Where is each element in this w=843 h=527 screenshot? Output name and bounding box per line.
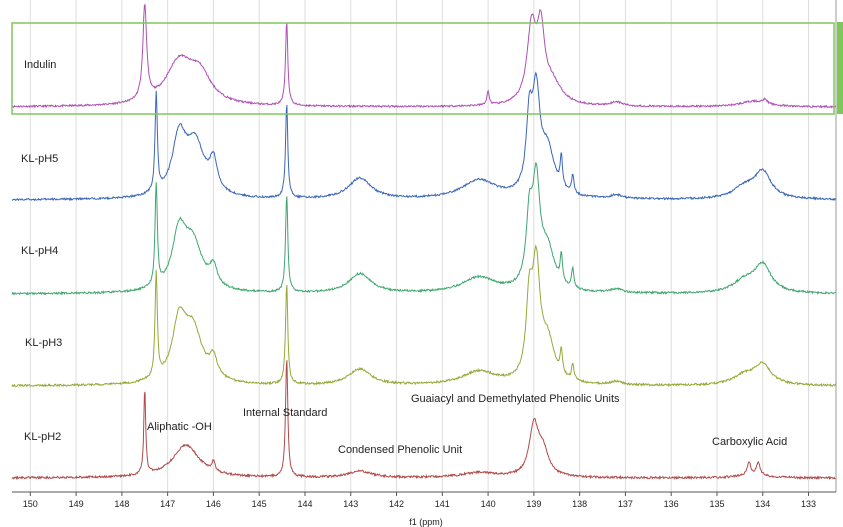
annotation-2: Guaiacyl and Demethylated Phenolic Units: [411, 393, 620, 405]
x-tick-label-15: 135: [709, 499, 724, 509]
series-label-kl-ph5: KL-pH5: [21, 153, 58, 165]
spectrum-line-indulin: [11, 3, 837, 109]
x-tick-label-4: 146: [206, 499, 221, 509]
grid-lines: [29, 0, 810, 492]
annotation-4: Carboxylic Acid: [712, 436, 787, 448]
series-label-kl-ph4: KL-pH4: [21, 245, 58, 257]
annotation-0: Aliphatic -OH: [147, 421, 212, 433]
x-tick-label-1: 149: [69, 499, 84, 509]
spectrum-line-kl-ph5: [11, 71, 837, 202]
x-tick-label-14: 136: [664, 499, 679, 509]
x-tick-label-16: 134: [755, 499, 770, 509]
annotation-labels: Aliphatic -OH Internal Standard Guaiacyl a…: [147, 393, 787, 456]
x-tick-label-13: 137: [618, 499, 633, 509]
x-tick-label-8: 142: [389, 499, 404, 509]
x-tick-label-17: 133: [801, 499, 816, 509]
spectrum-line-kl-ph3: [11, 244, 837, 388]
x-tick-label-2: 148: [114, 499, 129, 509]
x-tick-label-5: 145: [252, 499, 267, 509]
spectrum-line-kl-ph2: [11, 360, 837, 481]
x-tick-label-7: 143: [343, 499, 358, 509]
x-tick-label-12: 138: [572, 499, 587, 509]
spectra-group: [11, 3, 837, 481]
series-label-kl-ph3: KL-pH3: [25, 337, 62, 349]
x-axis-label: f1 (ppm): [409, 517, 443, 527]
x-tick-label-11: 139: [526, 499, 541, 509]
x-tick-label-0: 150: [23, 499, 38, 509]
x-tick-label-6: 144: [297, 499, 312, 509]
x-axis: 150 149 148 147 146 145 144 143 142 141 140 139 138 1…: [12, 491, 836, 509]
spectrum-line-kl-ph4: [11, 161, 837, 296]
x-tick-label-3: 147: [160, 499, 175, 509]
right-edge-bar: [837, 22, 843, 114]
annotation-1: Internal Standard: [243, 407, 327, 419]
annotation-3: Condensed Phenolic Unit: [338, 444, 462, 456]
x-tick-label-10: 140: [481, 499, 496, 509]
series-label-kl-ph2: KL-pH2: [24, 431, 61, 443]
series-label-indulin: Indulin: [24, 59, 56, 71]
highlight-box: [11, 22, 835, 115]
x-tick-label-9: 141: [435, 499, 450, 509]
series-labels: Indulin KL-pH5 KL-pH4 KL-pH3 KL-pH2: [21, 59, 62, 443]
